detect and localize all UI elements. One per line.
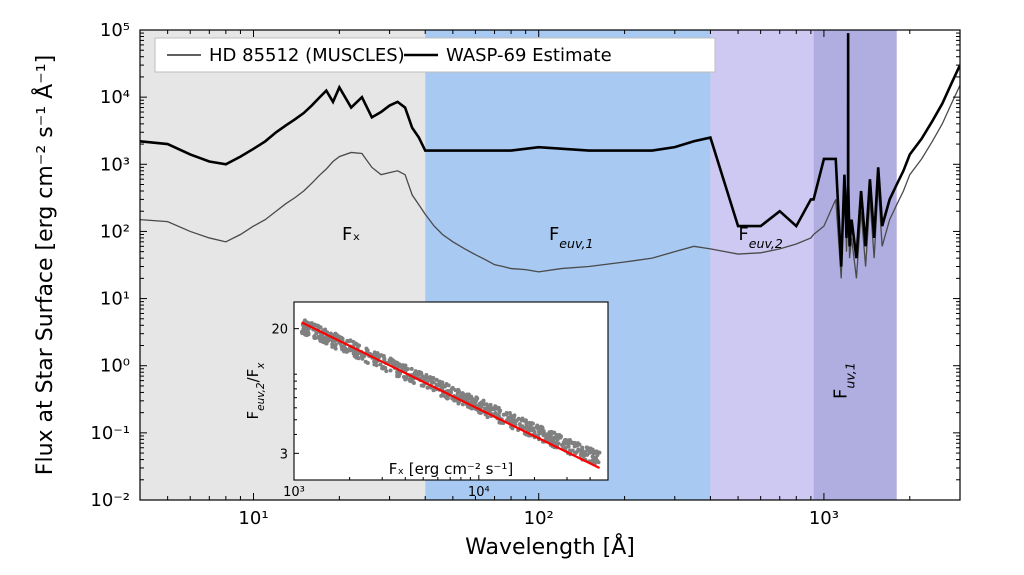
ytick-label: 10⁰: [100, 356, 130, 377]
spectrum-figure: FₓFeuv,1Feuv,2Fuv,110¹10²10³10⁻²10⁻¹10⁰1…: [0, 0, 1024, 575]
inset-xtick-label: 10⁴: [468, 485, 490, 500]
xtick-label: 10¹: [238, 508, 268, 529]
ytick-label: 10²: [100, 221, 130, 242]
legend-label: WASP-69 Estimate: [446, 45, 612, 66]
ytick-label: 10¹: [100, 289, 130, 310]
ytick-label: 10⁴: [100, 87, 130, 108]
xlabel: Wavelength [Å]: [465, 533, 635, 560]
ytick-label: 10³: [100, 154, 130, 175]
ytick-label: 10⁻²: [90, 490, 130, 511]
inset-ytick-label: 3: [280, 447, 288, 462]
inset-xtick-label: 10³: [283, 485, 305, 500]
band-label: Fₓ: [342, 224, 360, 245]
xtick-label: 10³: [809, 508, 839, 529]
inset-xlabel: Fₓ [erg cm⁻² s⁻¹]: [389, 460, 513, 478]
ylabel: Flux at Star Surface [erg cm⁻² s⁻¹ Å⁻¹]: [31, 55, 58, 475]
ytick-label: 10⁻¹: [90, 423, 130, 444]
legend: HD 85512 (MUSCLES) WASP-69 Estimate: [155, 38, 715, 72]
xtick-label: 10²: [524, 508, 554, 529]
inset-ytick-label: 20: [271, 323, 288, 338]
legend-label: HD 85512 (MUSCLES): [209, 45, 405, 66]
ytick-label: 10⁵: [100, 20, 130, 41]
